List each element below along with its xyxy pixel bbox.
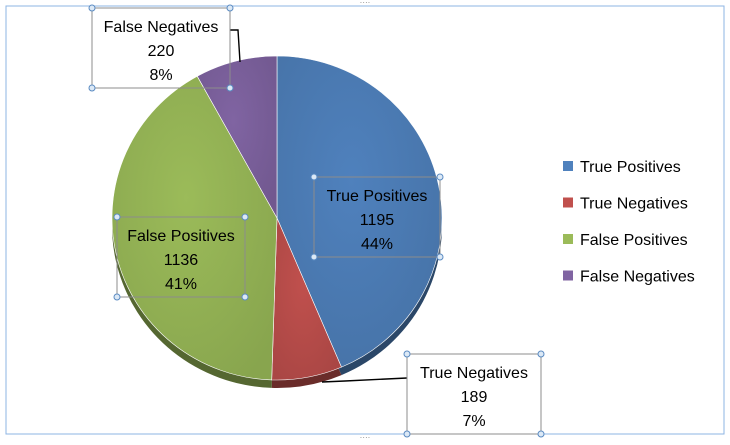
selection-handle[interactable]	[436, 253, 444, 261]
selection-handle[interactable]	[403, 430, 411, 438]
legend-swatch	[563, 234, 573, 244]
data-label-box-false-negatives[interactable]	[91, 7, 231, 89]
data-label-box-true-negatives[interactable]	[406, 353, 542, 435]
selection-handle[interactable]	[241, 293, 249, 301]
selection-handle[interactable]	[113, 213, 121, 221]
selection-handle[interactable]	[226, 84, 234, 92]
chart-frame	[5, 5, 725, 435]
legend-label: True Negatives	[580, 196, 688, 213]
leader-line-false-negatives	[230, 29, 241, 63]
data-label-box-false-positives[interactable]	[116, 216, 246, 298]
legend-item-true-negatives[interactable]: True Negatives	[563, 196, 688, 213]
legend-swatch	[563, 270, 573, 281]
data-label-name: True Positives	[327, 188, 428, 205]
legend-item-false-positives[interactable]: False Positives	[563, 232, 688, 249]
data-label-value: 220	[148, 43, 175, 60]
data-label-false-negatives[interactable]: False Negatives 220 8%	[88, 4, 241, 92]
data-label-false-positives[interactable]: False Positives 1136 41%	[113, 213, 249, 301]
data-label-percent: 7%	[462, 413, 485, 430]
selection-handle[interactable]	[241, 213, 249, 221]
legend-label: False Positives	[580, 232, 688, 249]
selection-handle[interactable]	[113, 293, 121, 301]
data-label-name: False Negatives	[104, 19, 219, 36]
selection-handle[interactable]	[226, 4, 234, 12]
selection-handle[interactable]	[436, 173, 444, 181]
legend-label: False Negatives	[580, 269, 695, 286]
data-label-percent: 44%	[361, 236, 393, 253]
pie-slices	[111, 55, 443, 381]
leader-line-true-negatives	[321, 377, 408, 383]
data-label-name: True Negatives	[420, 365, 528, 382]
data-label-percent: 8%	[149, 67, 172, 84]
data-label-value: 189	[461, 389, 488, 406]
resize-grip[interactable]: ····	[360, 0, 371, 7]
selection-handle[interactable]	[537, 430, 545, 438]
legend-item-true-positives[interactable]: True Positives	[563, 159, 681, 176]
selection-handle[interactable]	[537, 350, 545, 358]
legend: True Positives True Negatives False Positi…	[563, 159, 695, 286]
data-label-true-positives[interactable]: True Positives 1195 44%	[310, 173, 444, 261]
pie-slice-false-negatives[interactable]	[196, 55, 278, 220]
selection-handle[interactable]	[310, 253, 318, 261]
data-label-true-negatives[interactable]: True Negatives 189 7%	[321, 350, 545, 438]
legend-swatch	[563, 161, 573, 171]
pie-slice-true-positives[interactable]	[276, 55, 443, 368]
legend-label: True Positives	[580, 159, 681, 176]
selection-handle[interactable]	[403, 350, 411, 358]
selection-handle[interactable]	[88, 84, 96, 92]
selection-handle[interactable]	[310, 173, 318, 181]
legend-swatch	[563, 197, 573, 208]
selection-handle[interactable]	[88, 4, 96, 12]
data-label-percent: 41%	[165, 276, 197, 293]
data-label-box-true-positives[interactable]	[313, 176, 441, 258]
data-label-name: False Positives	[127, 228, 235, 245]
data-label-value: 1136	[164, 252, 199, 269]
legend-item-false-negatives[interactable]: False Negatives	[563, 269, 695, 286]
data-label-value: 1195	[360, 212, 395, 229]
resize-grip[interactable]: ····	[360, 433, 371, 442]
